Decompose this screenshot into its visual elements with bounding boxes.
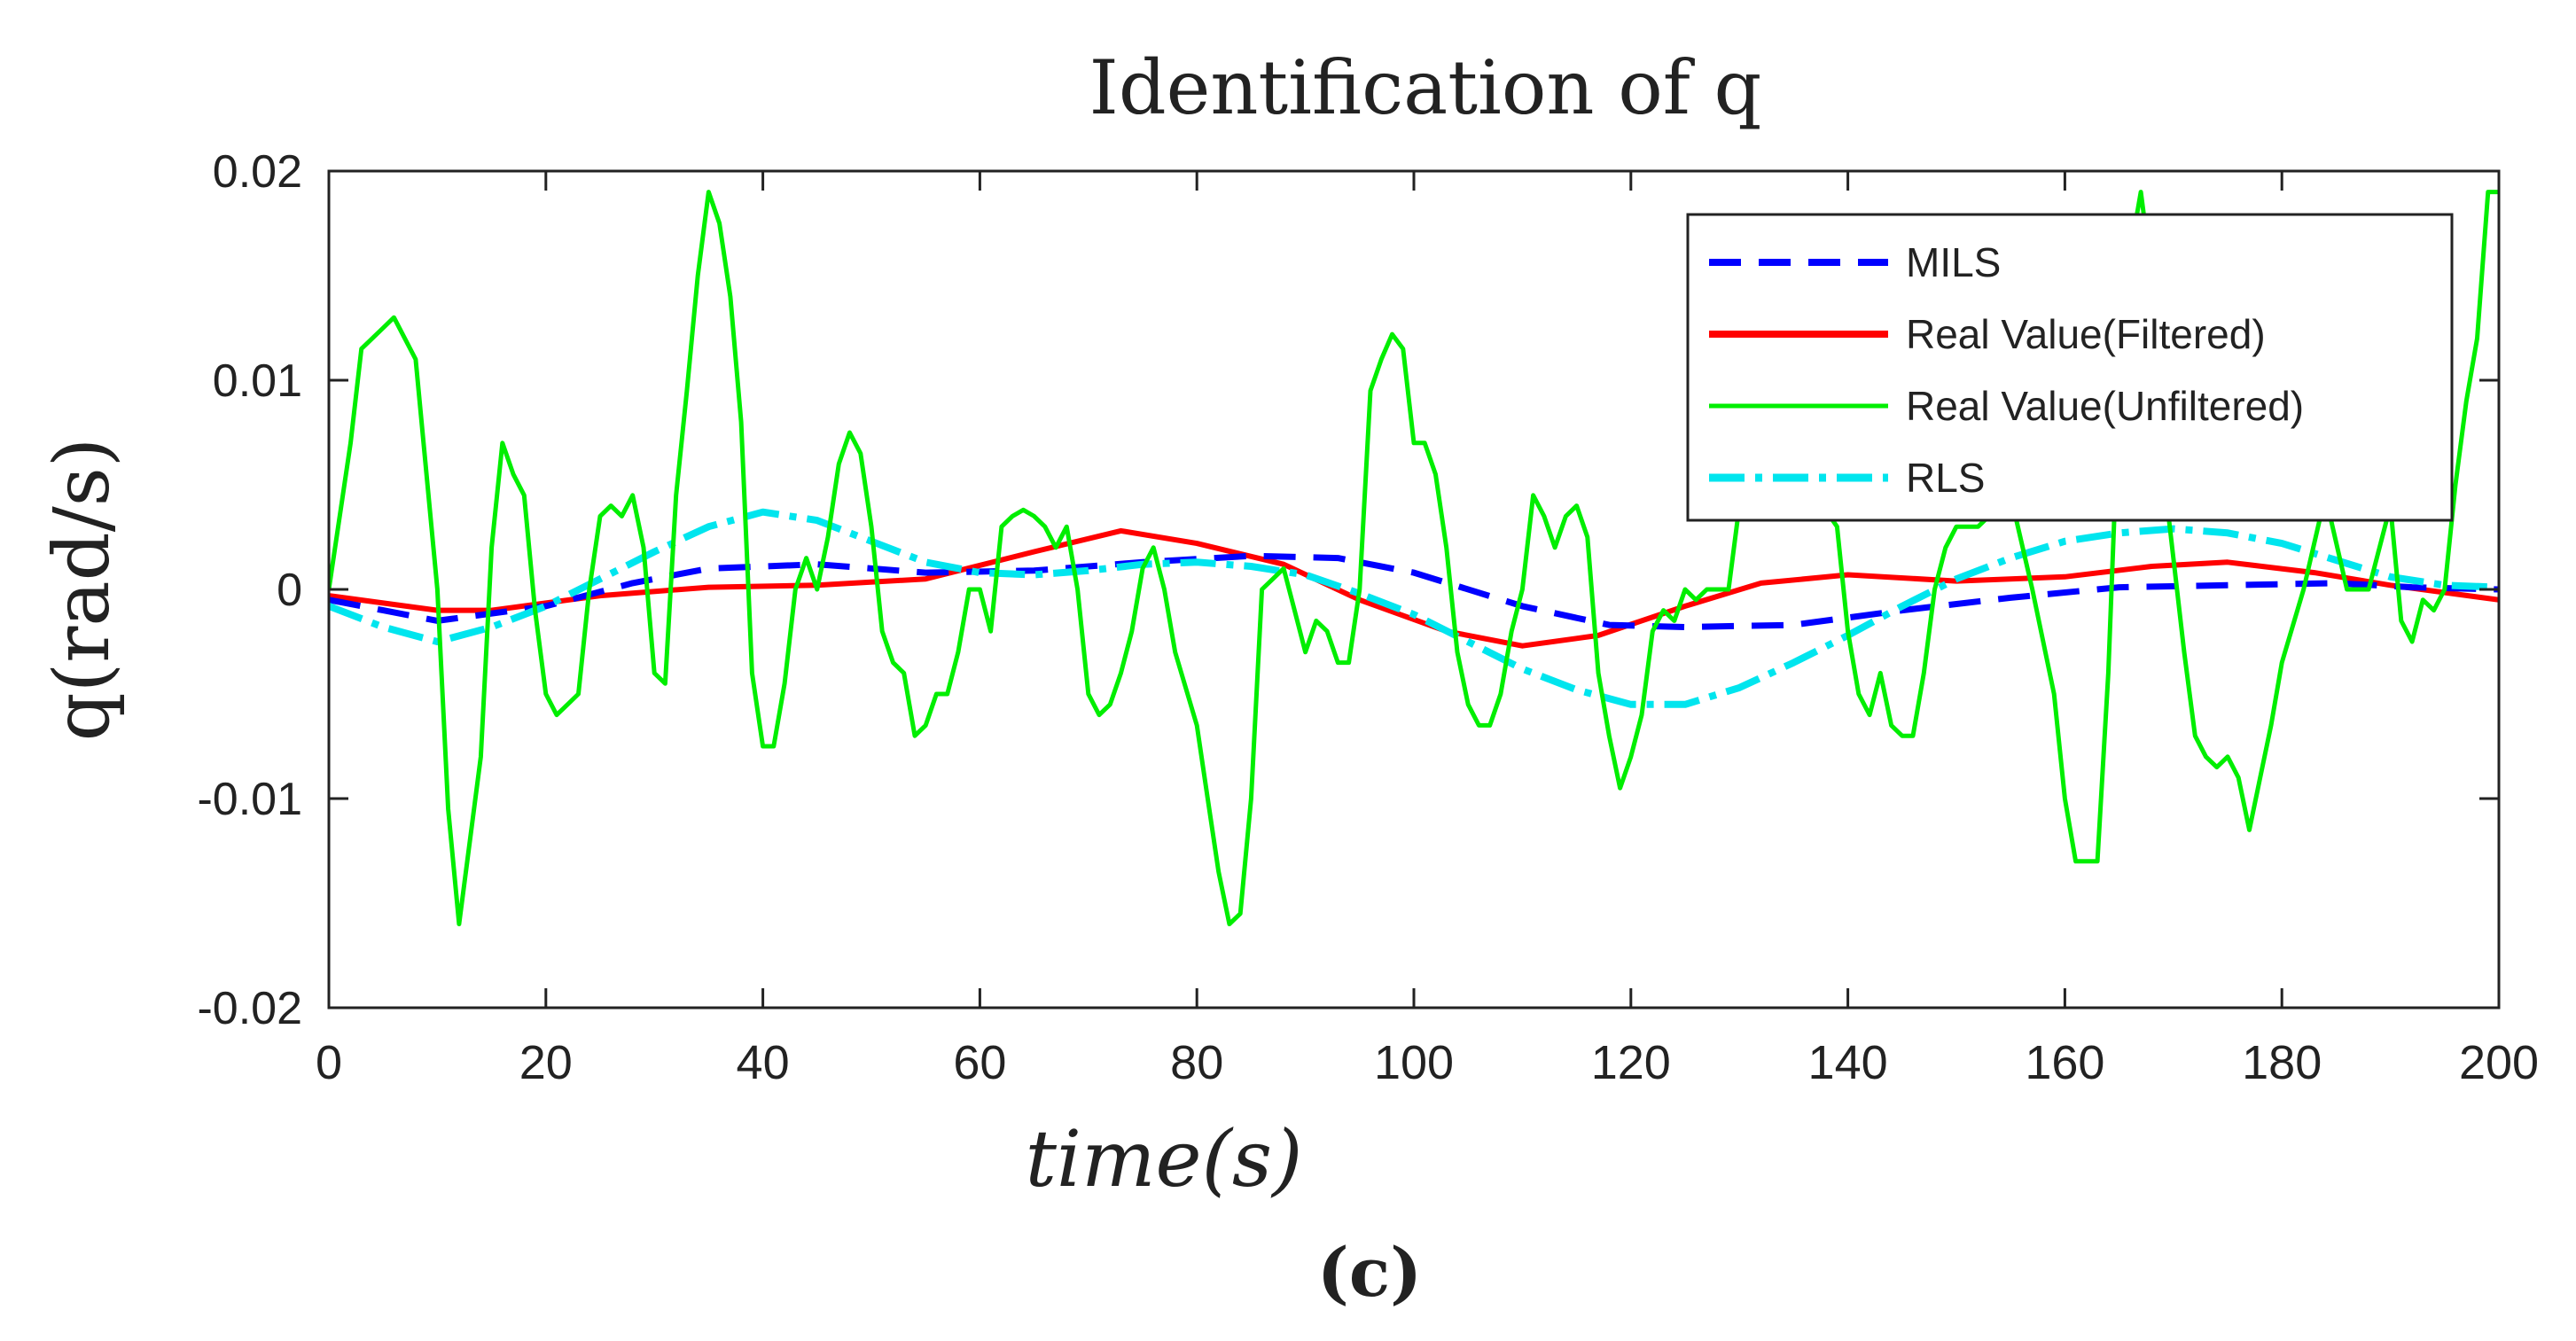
legend-label-mils: MILS xyxy=(1906,239,2001,285)
x-tick-label: 20 xyxy=(519,1036,573,1089)
x-tick-label: 200 xyxy=(2459,1036,2539,1089)
x-tick-label: 180 xyxy=(2242,1036,2322,1089)
x-tick-label: 140 xyxy=(1808,1036,1888,1089)
tick-layer: 0 20 40 60 80 100 120 140 160 180 200 0.02 0.01 0 -0.0… xyxy=(197,146,2539,1089)
y-tick-label: 0.02 xyxy=(213,146,302,198)
y-tick-label: 0.01 xyxy=(213,355,302,407)
series-line-rls xyxy=(329,508,2499,708)
y-tick-label: 0 xyxy=(277,565,302,616)
x-tick-label: 160 xyxy=(2025,1036,2104,1089)
x-tick-label: 120 xyxy=(1591,1036,1671,1089)
y-axis-label: q(rad/s) xyxy=(38,438,127,742)
x-axis-label: time(s) xyxy=(1026,1113,1303,1205)
x-tick-label: 100 xyxy=(1374,1036,1454,1089)
x-tick-label: 60 xyxy=(953,1036,1006,1089)
x-tick-label: 80 xyxy=(1170,1036,1223,1089)
chart-title: Identification of q xyxy=(1089,44,1762,131)
legend-label-rls: RLS xyxy=(1906,455,1985,501)
series-line-mils xyxy=(329,552,2499,630)
y-tick-label: -0.02 xyxy=(197,983,302,1034)
x-tick-label: 40 xyxy=(737,1036,790,1089)
legend-label-real-unfiltered: Real Value(Unfiltered) xyxy=(1906,383,2304,429)
legend: MILS Real Value(Filtered) Real Value(Unf… xyxy=(1686,213,2454,522)
y-tick-label: -0.01 xyxy=(197,774,302,825)
legend-label-real-filtered: Real Value(Filtered) xyxy=(1906,311,2266,357)
x-tick-label: 0 xyxy=(316,1036,342,1089)
figure-caption: (c) xyxy=(1317,1233,1422,1312)
